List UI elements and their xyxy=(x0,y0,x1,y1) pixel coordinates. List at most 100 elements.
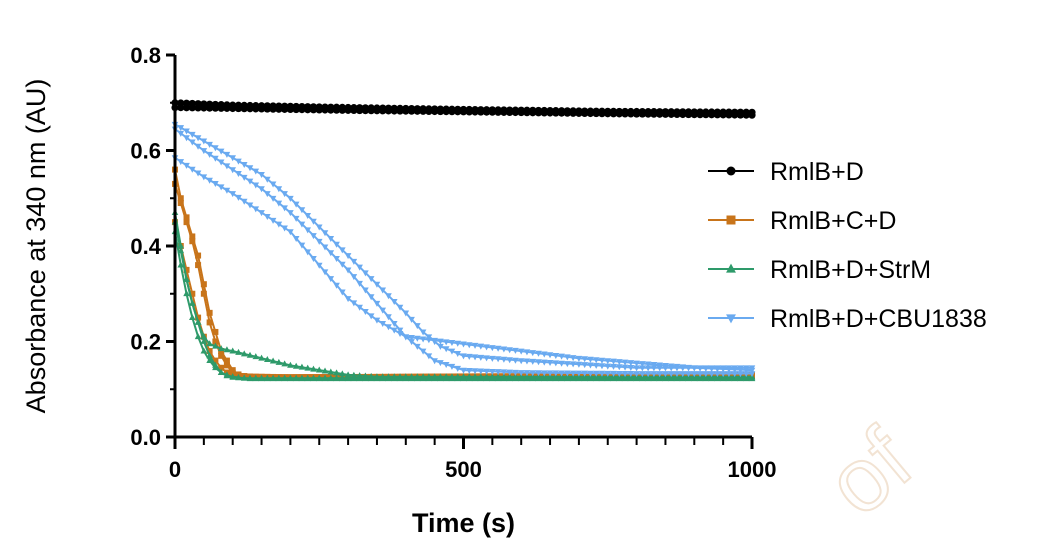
data-point xyxy=(212,328,219,335)
data-point xyxy=(252,168,260,175)
data-point xyxy=(535,359,542,366)
legend-item: RmlB+D xyxy=(708,158,864,186)
data-point xyxy=(633,374,640,381)
y-tick-label: 0.4 xyxy=(130,234,161,259)
data-point xyxy=(494,108,502,116)
data-point xyxy=(229,155,236,162)
data-point xyxy=(177,104,185,112)
data-point xyxy=(189,166,196,173)
data-point xyxy=(731,367,738,374)
data-point xyxy=(223,163,231,170)
data-point xyxy=(315,224,323,231)
data-point xyxy=(344,267,352,274)
data-point xyxy=(731,371,738,378)
data-point xyxy=(609,110,618,118)
data-point xyxy=(742,367,750,374)
data-point xyxy=(517,348,525,355)
data-point xyxy=(563,109,571,117)
data-point xyxy=(442,108,450,116)
data-point xyxy=(229,104,237,113)
data-point xyxy=(690,110,698,119)
data-point xyxy=(287,374,294,381)
data-point xyxy=(425,353,433,360)
data-point xyxy=(396,107,404,115)
data-point xyxy=(177,195,184,202)
data-point xyxy=(200,104,208,112)
data-point xyxy=(592,357,600,364)
y-tick-label: 0.0 xyxy=(130,425,161,450)
data-point xyxy=(633,365,640,372)
data-point xyxy=(304,249,312,256)
data-point xyxy=(240,374,248,381)
data-point xyxy=(298,207,306,214)
data-point xyxy=(489,368,496,375)
data-point xyxy=(448,348,456,355)
data-point xyxy=(379,307,387,314)
data-point xyxy=(615,359,623,366)
data-point xyxy=(206,340,213,347)
data-point xyxy=(333,374,340,381)
data-point xyxy=(673,374,681,381)
data-point xyxy=(177,200,184,207)
data-point xyxy=(673,363,681,370)
data-point xyxy=(667,110,675,118)
data-point xyxy=(223,357,230,364)
data-point xyxy=(691,365,698,372)
data-point xyxy=(264,374,271,381)
data-point xyxy=(546,374,554,381)
data-point xyxy=(569,355,577,362)
data-point xyxy=(246,105,254,113)
data-point xyxy=(459,108,468,116)
data-point xyxy=(390,298,398,305)
data-point xyxy=(506,108,514,117)
data-point xyxy=(465,108,473,116)
data-point xyxy=(356,264,363,271)
data-point xyxy=(460,341,467,348)
data-point xyxy=(275,358,283,365)
legend-label: RmlB+C+D xyxy=(770,207,896,235)
data-point xyxy=(223,346,231,353)
data-point xyxy=(281,191,288,198)
data-point xyxy=(339,374,346,381)
data-point xyxy=(667,374,675,381)
data-point xyxy=(350,106,358,115)
data-point xyxy=(633,110,641,118)
data-point xyxy=(235,373,242,380)
data-point xyxy=(540,351,548,358)
data-point xyxy=(206,309,213,316)
data-point xyxy=(702,371,710,378)
data-point xyxy=(183,128,190,135)
data-point xyxy=(639,361,646,368)
data-point xyxy=(321,374,329,381)
data-point xyxy=(281,360,288,367)
data-point xyxy=(229,347,236,354)
data-point xyxy=(534,109,543,117)
data-point xyxy=(615,374,623,381)
data-point xyxy=(748,111,756,119)
data-point xyxy=(448,363,456,370)
data-point xyxy=(465,367,473,374)
data-point xyxy=(206,104,214,112)
data-point xyxy=(402,310,410,317)
data-point xyxy=(287,361,294,368)
data-point xyxy=(748,371,756,378)
data-point xyxy=(217,159,225,166)
data-point xyxy=(494,374,502,381)
data-point xyxy=(702,374,710,381)
data-point xyxy=(287,195,294,202)
data-point xyxy=(258,354,265,361)
data-point xyxy=(275,105,283,113)
data-point xyxy=(396,374,404,381)
data-point xyxy=(581,374,588,381)
data-point xyxy=(442,374,450,381)
data-point xyxy=(535,374,542,381)
data-point xyxy=(413,107,421,115)
data-point xyxy=(419,329,427,336)
data-point xyxy=(483,355,490,362)
data-point xyxy=(483,368,490,375)
data-point xyxy=(494,369,502,376)
data-point xyxy=(182,104,191,112)
data-point xyxy=(708,374,715,381)
data-point xyxy=(500,108,508,116)
